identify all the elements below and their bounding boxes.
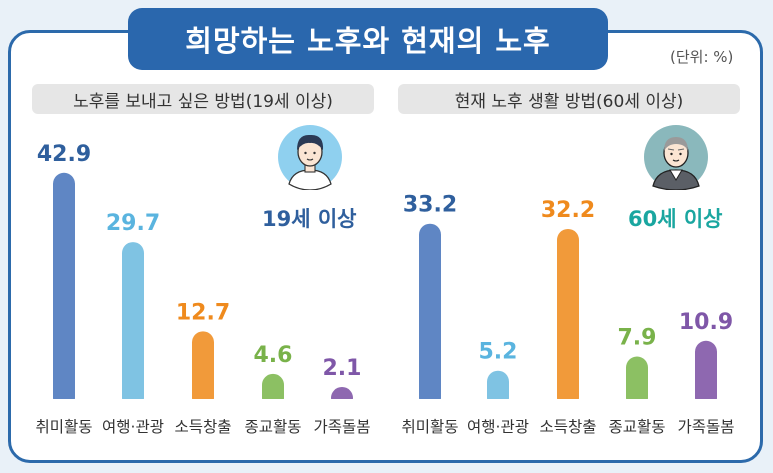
value-label-1-4: 10.9: [679, 310, 733, 335]
category-label-1-4: 가족돌봄: [677, 418, 734, 436]
bar-1-0: [419, 223, 441, 409]
bar-1-3: [626, 356, 648, 409]
bar-1-2: [557, 228, 579, 409]
value-label-1-2: 32.2: [541, 198, 595, 223]
value-label-1-3: 7.9: [618, 326, 657, 351]
category-label-1-0: 취미활동: [401, 418, 458, 436]
category-label-0-4: 가족돌봄: [313, 418, 370, 436]
right-age-label: 60세 이상: [628, 207, 723, 231]
category-label-0-0: 취미활동: [35, 418, 92, 436]
left-age-label: 19세 이상: [262, 207, 357, 231]
bar-0-2: [192, 331, 214, 409]
category-label-0-3: 종교활동: [244, 418, 301, 436]
category-label-1-2: 소득창출: [539, 418, 596, 436]
value-label-0-2: 12.7: [176, 300, 230, 325]
category-label-1-3: 종교활동: [608, 418, 665, 436]
value-label-0-0: 42.9: [37, 142, 91, 167]
category-label-1-1: 여행·관광: [467, 418, 529, 436]
value-label-1-0: 33.2: [403, 193, 457, 218]
category-label-0-1: 여행·관광: [102, 418, 164, 436]
bar-0-1: [122, 242, 144, 409]
value-label-0-3: 4.6: [254, 343, 293, 368]
value-label-0-1: 29.7: [106, 211, 160, 236]
value-label-0-4: 2.1: [323, 356, 362, 381]
unit-label: (단위: %): [670, 48, 734, 66]
page-title: 희망하는 노후와 현재의 노후: [128, 8, 608, 70]
right-panel-title: 현재 노후 생활 방법(60세 이상): [398, 84, 740, 114]
left-panel-title: 노후를 보내고 싶은 방법(19세 이상): [32, 84, 374, 114]
young-person-icon: [278, 125, 342, 190]
category-label-0-2: 소득창출: [174, 418, 231, 436]
older-person-icon: [644, 125, 708, 190]
bar-1-4: [695, 340, 717, 409]
bar-0-0: [53, 172, 75, 409]
value-label-1-1: 5.2: [479, 340, 518, 365]
